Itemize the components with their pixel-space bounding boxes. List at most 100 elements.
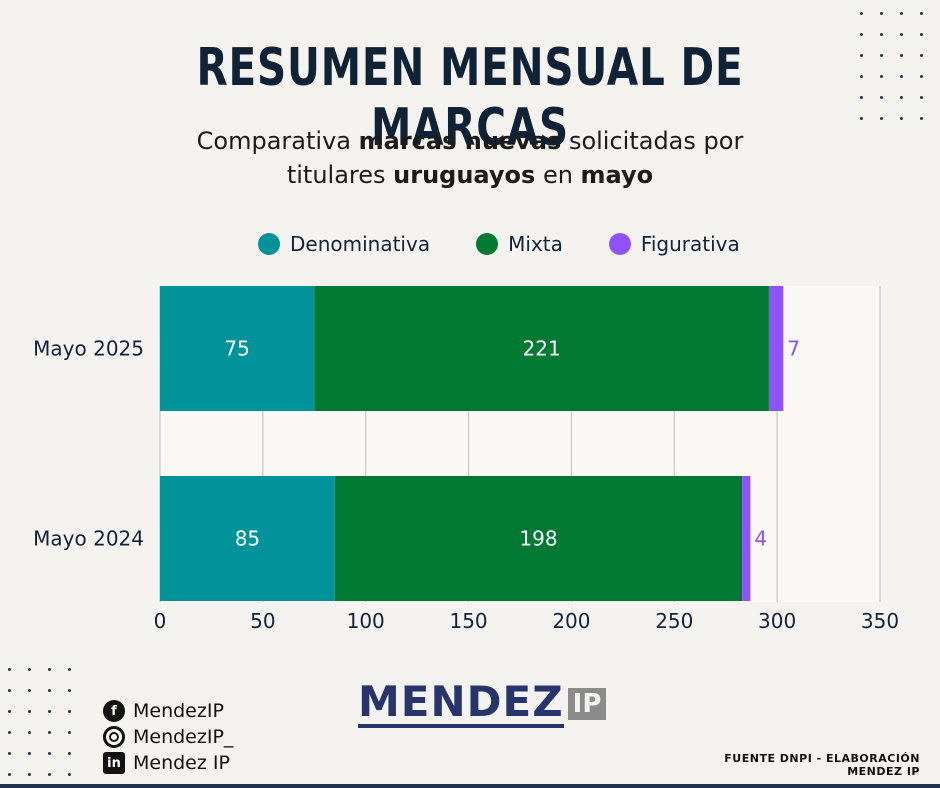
bar-segment-mixta [314, 286, 769, 411]
data-label: 221 [523, 337, 561, 361]
dot [8, 689, 11, 692]
dot [860, 75, 863, 78]
dot [28, 710, 31, 713]
dot [880, 96, 883, 99]
dot [920, 75, 923, 78]
bar-segment-denominativa [160, 286, 315, 411]
dot [68, 689, 71, 692]
dot [880, 54, 883, 57]
dot [68, 731, 71, 734]
dot [920, 96, 923, 99]
x-tick-label: 350 [861, 609, 899, 633]
dot [68, 710, 71, 713]
x-tick-label: 200 [552, 609, 590, 633]
dot [28, 752, 31, 755]
dot [8, 773, 11, 776]
legend-swatch [258, 233, 280, 255]
dot [900, 33, 903, 36]
dot [28, 731, 31, 734]
dot [48, 689, 51, 692]
dot [860, 33, 863, 36]
social-label: MendezIP [133, 700, 224, 722]
dot [880, 33, 883, 36]
chart-legend: Denominativa Mixta Figurativa [258, 230, 740, 258]
dot [48, 731, 51, 734]
dot [860, 12, 863, 15]
dot [28, 773, 31, 776]
social-facebook[interactable]: f MendezIP [103, 698, 233, 724]
instagram-icon [103, 726, 125, 748]
dot [48, 752, 51, 755]
x-tick-label: 100 [347, 609, 385, 633]
bar-segment-mixta [334, 476, 743, 601]
legend-label: Denominativa [290, 232, 431, 256]
x-tick-label: 0 [154, 609, 167, 633]
legend-label: Figurativa [640, 232, 740, 256]
dot [68, 752, 71, 755]
x-tick-label: 300 [758, 609, 796, 633]
data-label: 75 [224, 337, 249, 361]
data-label: 198 [519, 527, 557, 551]
legend-item-denominativa: Denominativa [258, 232, 430, 256]
dot [860, 54, 863, 57]
dot [920, 33, 923, 36]
legend-swatch [476, 233, 499, 255]
subtitle-part: Comparativa [196, 127, 359, 155]
subtitle-part: en [535, 161, 581, 189]
social-instagram[interactable]: MendezIP_ [103, 724, 233, 750]
dot [68, 668, 71, 671]
facebook-icon: f [103, 700, 125, 722]
bar-segment-figurativa [742, 476, 751, 601]
dot [8, 710, 11, 713]
dot [900, 12, 903, 15]
dot [28, 689, 31, 692]
x-tick-label: 50 [250, 609, 275, 633]
y-category-label: Mayo 2024 [33, 527, 144, 551]
dot [880, 12, 883, 15]
dot [920, 117, 923, 120]
dot [68, 773, 71, 776]
brand-name: MENDEZ [358, 677, 564, 728]
bar-segment-denominativa [160, 476, 335, 601]
dot [920, 54, 923, 57]
dot [900, 117, 903, 120]
page-title: RESUMEN MENSUAL DE MARCAS [196, 38, 744, 158]
data-label: 85 [235, 527, 260, 551]
dot [8, 668, 11, 671]
data-label: 4 [754, 527, 767, 551]
social-links: f MendezIP MendezIP_ in Mendez IP [103, 698, 233, 776]
legend-label: Mixta [508, 232, 563, 256]
stacked-bar-chart: 0 50 100 150 200 250 300 350 Mayo 2025 75 221 7 Mayo… [33, 286, 899, 633]
dot [860, 96, 863, 99]
page-subtitle: Comparativa marcas nuevas solicitadas po… [120, 124, 820, 192]
social-label: Mendez IP [133, 752, 230, 774]
subtitle-part: uruguayos [393, 161, 536, 189]
source-note: FUENTE DNPI - ELABORACIÓN MENDEZ IP [724, 752, 920, 778]
dot [900, 54, 903, 57]
brand-logo: MENDEZ IP [358, 677, 607, 728]
legend-swatch [608, 233, 631, 255]
x-tick-label: 250 [655, 609, 693, 633]
social-label: MendezIP_ [133, 726, 234, 748]
y-category-label: Mayo 2025 [33, 337, 144, 361]
dot [8, 731, 11, 734]
brand-badge: IP [567, 688, 607, 720]
dot [8, 752, 11, 755]
dot [900, 96, 903, 99]
subtitle-part: marcas nuevas [358, 127, 562, 155]
legend-item-mixta: Mixta [476, 232, 563, 256]
data-label: 7 [787, 337, 800, 361]
dot [860, 117, 863, 120]
dot [48, 710, 51, 713]
dot [880, 75, 883, 78]
social-linkedin[interactable]: in Mendez IP [103, 750, 233, 776]
legend-item-figurativa: Figurativa [608, 232, 740, 256]
dot [28, 668, 31, 671]
linkedin-icon: in [103, 752, 125, 774]
subtitle-part: mayo [580, 161, 654, 189]
dot [880, 117, 883, 120]
subtitle-part: solicitadas por [561, 127, 744, 155]
dot [920, 12, 923, 15]
dot [48, 668, 51, 671]
subtitle-part: titulares [286, 161, 394, 189]
